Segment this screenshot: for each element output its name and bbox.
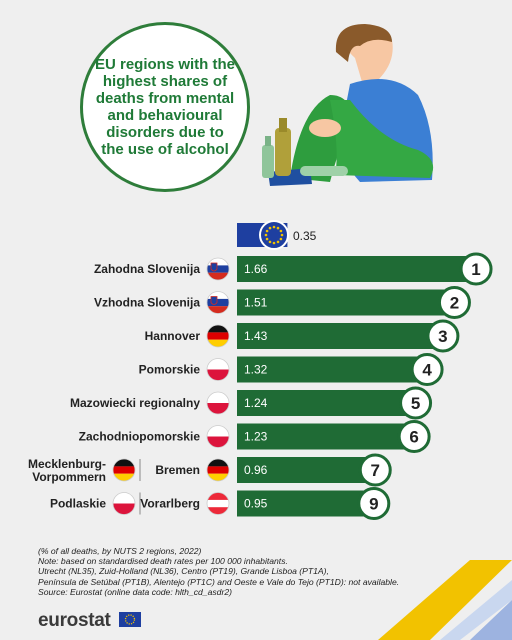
region-label: Mecklenburg-Vorpommern (28, 457, 106, 484)
flag-icon-si (206, 291, 230, 314)
flag-icon-pl (112, 492, 136, 515)
rank-number: 4 (422, 361, 432, 380)
rank-badge (399, 386, 433, 420)
bar-row: 1.23 6 Zachodniopomorskie (79, 420, 431, 453)
notes-block: (% of all deaths, by NUTS 2 regions, 202… (38, 546, 478, 597)
bar (237, 423, 415, 450)
title-circle: EU regions with the highest shares of de… (80, 22, 250, 192)
bar (237, 390, 416, 416)
rank-badge (397, 420, 431, 453)
bar-value-label: 1.43 (244, 329, 268, 343)
bar-row: 0.96 7 Bremen Mecklenburg-Vorpommern (28, 453, 392, 487)
rank-badge (410, 353, 444, 386)
rank-number: 1 (471, 260, 480, 279)
chart-title: EU regions with the highest shares of de… (95, 56, 236, 158)
sitting-person-illustration (262, 24, 434, 186)
flag-icon-pl (206, 358, 230, 381)
bar-chart: 0.35 1.66 1 Zahodna Slovenija 1.51 2 Vzhodna S… (28, 220, 493, 520)
rank-number: 9 (369, 495, 378, 514)
rank-number: 5 (411, 394, 420, 413)
rank-number: 6 (409, 428, 418, 447)
region-label: Mazowiecki regionalny (70, 396, 200, 410)
logo-text: eurostat (38, 610, 111, 631)
bar (237, 490, 374, 517)
bar-row: 1.24 5 Mazowiecki regionalny (70, 386, 433, 420)
region-label: Vzhodna Slovenija (94, 296, 200, 310)
region-label: Bremen (155, 463, 200, 477)
note-line: (% of all deaths, by NUTS 2 regions, 202… (38, 546, 202, 556)
rank-badge (357, 487, 391, 520)
flag-icon-de (112, 458, 136, 482)
bar (237, 289, 455, 316)
bar-row: 1.43 3 Hannover (145, 319, 460, 353)
eurostat-logo: eurostat (38, 610, 141, 632)
bar-value-label: 1.23 (244, 430, 268, 444)
note-line: Note: based on standardised death rates … (38, 556, 288, 567)
region-label: Pomorskie (139, 363, 201, 377)
bar (237, 323, 443, 349)
flag-icon-pl (206, 391, 230, 415)
region-label: Vorarlberg (140, 497, 200, 511)
bar (237, 256, 477, 282)
flag-icon-de (206, 324, 230, 348)
region-label: Zachodniopomorskie (79, 430, 201, 444)
bar-value-label: 1.32 (244, 363, 268, 377)
region-label: Hannover (145, 329, 201, 343)
flag-icon-si (206, 257, 230, 281)
rank-badge (358, 453, 392, 487)
rank-number: 2 (450, 294, 459, 313)
bar (237, 356, 428, 383)
rank-badge (426, 319, 460, 353)
rank-badge (437, 286, 471, 319)
note-line: Utrecht (NL35), Zuid-Holland (NL36), Cen… (38, 566, 329, 577)
flag-icon-de (206, 458, 230, 482)
bar-value-label: 0.95 (244, 497, 268, 511)
bar-row: 0.95 9 Vorarlberg Podlaskie (50, 487, 391, 520)
bar-value-label: 0.96 (244, 463, 268, 477)
bar-row: 1.51 2 Vzhodna Slovenija (94, 286, 471, 319)
bar-row: 1.66 1 Zahodna Slovenija (94, 252, 493, 286)
region-label: Zahodna Slovenija (94, 262, 200, 276)
note-line: Source: Eurostat (online data code: hlth… (38, 586, 232, 597)
decorative-stripes (378, 560, 512, 640)
bar-value-label: 1.66 (244, 262, 268, 276)
eu-flag-icon (259, 220, 289, 250)
bar-value-label: 1.51 (244, 296, 268, 310)
rank-badge (459, 252, 493, 286)
bar-value-label: 1.24 (244, 396, 268, 410)
flag-icon-at (206, 492, 230, 515)
bar-row: 1.32 4 Pomorskie (139, 353, 444, 386)
rank-number: 3 (438, 327, 447, 346)
eu-flag-icon (118, 612, 141, 627)
eu-value-label: 0.35 (293, 229, 317, 243)
flag-icon-pl (206, 425, 230, 448)
rank-number: 7 (371, 461, 380, 480)
note-line: Península de Setúbal (PT1B), Alentejo (P… (38, 576, 400, 587)
bar (237, 457, 376, 483)
region-label: Podlaskie (50, 497, 106, 511)
